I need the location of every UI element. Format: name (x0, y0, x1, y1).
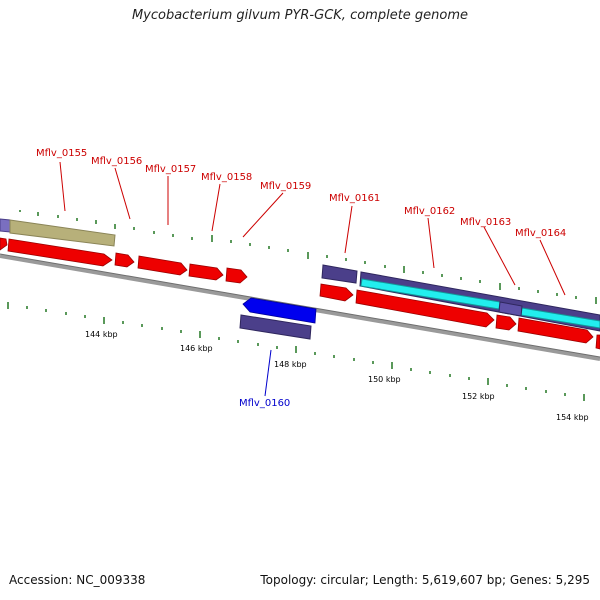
feature-block-mflv-0163[interactable] (498, 301, 523, 317)
gene-label-mflv-0160[interactable]: Mflv_0160 (239, 398, 290, 409)
scale-labels: 144 kbp 146 kbp 148 kbp 150 kbp 152 kbp … (85, 330, 589, 422)
cds-arrow-right-edge[interactable] (595, 334, 600, 350)
feature-track (0, 218, 600, 332)
scale-label-152: 152 kbp (462, 392, 495, 401)
gene-label-mflv-0155[interactable]: Mflv_0155 (36, 148, 87, 159)
feature-block-mflv-0161[interactable] (321, 264, 358, 284)
cds-arrow-mflv-0159[interactable] (225, 267, 248, 284)
upper-tick-ring (19, 210, 597, 304)
accession-text: Accession: NC_009338 (9, 573, 146, 587)
gene-label-mflv-0164[interactable]: Mflv_0164 (515, 228, 566, 239)
lower-tick-ring (7, 302, 585, 401)
cds-arrow-mflv-0155[interactable] (7, 238, 113, 267)
feature-block-mflv-0160[interactable] (239, 314, 312, 340)
forward-cds-track (0, 237, 600, 350)
reverse-cds-track (239, 297, 317, 340)
feature-block-khaki[interactable] (9, 219, 116, 247)
gene-leader-lines (59, 161, 566, 397)
gene-label-mflv-0156[interactable]: Mflv_0156 (91, 156, 142, 167)
gene-label-mflv-0157[interactable]: Mflv_0157 (145, 164, 196, 175)
scale-label-154: 154 kbp (556, 413, 589, 422)
cds-arrow-mflv-0161[interactable] (319, 283, 354, 302)
map-title: Mycobacterium gilvum PYR-GCK, complete g… (131, 8, 469, 23)
gene-labels: Mflv_0155 Mflv_0156 Mflv_0157 Mflv_0158 … (36, 148, 566, 409)
gene-label-mflv-0159[interactable]: Mflv_0159 (260, 181, 311, 192)
feature-block-left-purple[interactable] (0, 218, 11, 233)
cds-arrow-mflv-0160[interactable] (242, 297, 317, 324)
cds-arrow-mflv-0162[interactable] (355, 289, 495, 328)
cds-arrow-mflv-0157[interactable] (137, 255, 188, 276)
scale-label-148: 148 kbp (274, 360, 307, 369)
cds-arrow-mflv-0156[interactable] (114, 252, 135, 268)
scale-label-146: 146 kbp (180, 344, 213, 353)
cds-arrow-mflv-0158[interactable] (188, 263, 224, 281)
gene-label-mflv-0161[interactable]: Mflv_0161 (329, 193, 380, 204)
cds-arrow-left-edge[interactable] (0, 237, 8, 251)
topology-text: Topology: circular; Length: 5,619,607 bp… (260, 573, 590, 587)
cds-arrow-mflv-0163[interactable] (495, 314, 517, 331)
gene-label-mflv-0158[interactable]: Mflv_0158 (201, 172, 252, 183)
gene-label-mflv-0162[interactable]: Mflv_0162 (404, 206, 455, 217)
cds-arrow-mflv-0164[interactable] (517, 317, 594, 344)
gene-label-mflv-0163[interactable]: Mflv_0163 (460, 217, 511, 228)
scale-label-150: 150 kbp (368, 375, 401, 384)
scale-label-144: 144 kbp (85, 330, 118, 339)
